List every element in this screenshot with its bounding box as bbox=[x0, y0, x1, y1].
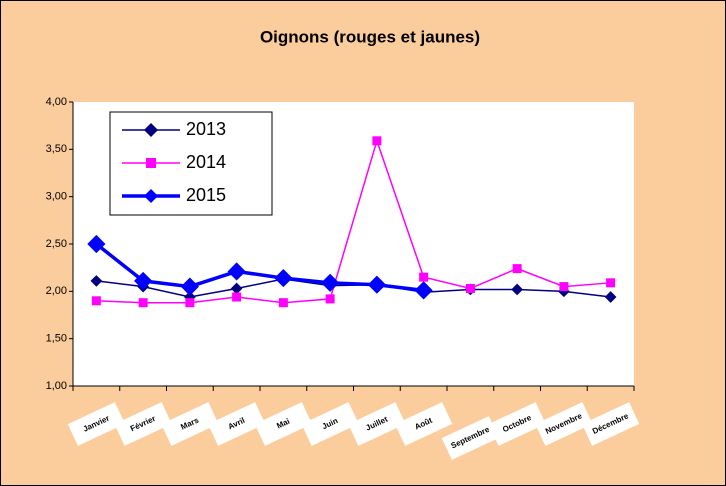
x-tick-label-bg bbox=[535, 402, 593, 446]
y-tick-label: 2,00 bbox=[46, 285, 67, 297]
x-tick-label-bg bbox=[161, 402, 219, 446]
legend-label: 2013 bbox=[186, 119, 226, 139]
x-tick-label-group: Juillet bbox=[348, 402, 406, 446]
x-tick-label-group: Août bbox=[394, 402, 453, 446]
marker bbox=[227, 262, 246, 281]
marker bbox=[465, 283, 475, 293]
marker bbox=[325, 294, 335, 304]
marker bbox=[414, 281, 433, 300]
marker bbox=[90, 275, 103, 287]
x-tick-label-group: Mai bbox=[254, 402, 313, 446]
marker bbox=[138, 298, 148, 308]
series-line bbox=[96, 138, 611, 304]
x-tick-label-bg bbox=[581, 402, 640, 446]
legend-marker bbox=[144, 123, 158, 137]
legend-label: 2015 bbox=[186, 185, 226, 205]
marker bbox=[134, 271, 153, 291]
marker bbox=[180, 277, 199, 296]
marker bbox=[512, 264, 522, 274]
x-tick-label-group: Octobre bbox=[488, 402, 546, 446]
marker bbox=[278, 298, 288, 308]
marker bbox=[274, 268, 293, 288]
y-tick-label: 3,50 bbox=[46, 143, 67, 155]
x-tick-label-bg bbox=[394, 402, 453, 446]
x-tick-label-group: Juin bbox=[301, 402, 359, 446]
marker bbox=[91, 296, 101, 306]
marker bbox=[559, 282, 569, 292]
x-tick-label-bg bbox=[114, 402, 172, 446]
marker bbox=[558, 285, 570, 298]
x-tick-label-group: Février bbox=[114, 402, 172, 446]
x-tick-label-group: Janvier bbox=[67, 402, 126, 446]
marker bbox=[87, 234, 106, 254]
x-tick-label-bg bbox=[207, 402, 266, 446]
marker bbox=[604, 291, 617, 303]
marker bbox=[321, 273, 340, 292]
legend-marker bbox=[144, 189, 158, 203]
x-tick-label-group: Mars bbox=[161, 402, 219, 446]
marker bbox=[372, 136, 382, 146]
y-tick-label: 4,00 bbox=[46, 96, 67, 108]
marker bbox=[367, 275, 386, 294]
legend-label: 2014 bbox=[186, 152, 226, 172]
y-tick-label: 3,00 bbox=[46, 191, 67, 203]
x-tick-label-bg bbox=[348, 402, 406, 446]
chart-title: Oignons (rouges et jaunes) bbox=[260, 27, 480, 46]
y-tick-label: 1,50 bbox=[46, 333, 67, 345]
marker bbox=[185, 298, 195, 308]
x-tick-label-bg bbox=[441, 416, 500, 460]
marker bbox=[230, 282, 243, 295]
legend-marker bbox=[146, 158, 156, 168]
marker bbox=[606, 278, 616, 288]
x-tick-label-bg bbox=[254, 402, 313, 446]
y-tick-label: 1,00 bbox=[46, 380, 67, 392]
marker bbox=[419, 272, 429, 282]
marker bbox=[232, 292, 242, 302]
x-tick-label-group: Avril bbox=[207, 402, 266, 446]
marker bbox=[184, 291, 196, 303]
marker bbox=[511, 283, 523, 296]
x-tick-label-bg bbox=[301, 402, 359, 446]
y-tick-label: 2,50 bbox=[46, 238, 67, 250]
x-tick-label-bg bbox=[67, 402, 126, 446]
x-tick-label-bg bbox=[488, 402, 546, 446]
